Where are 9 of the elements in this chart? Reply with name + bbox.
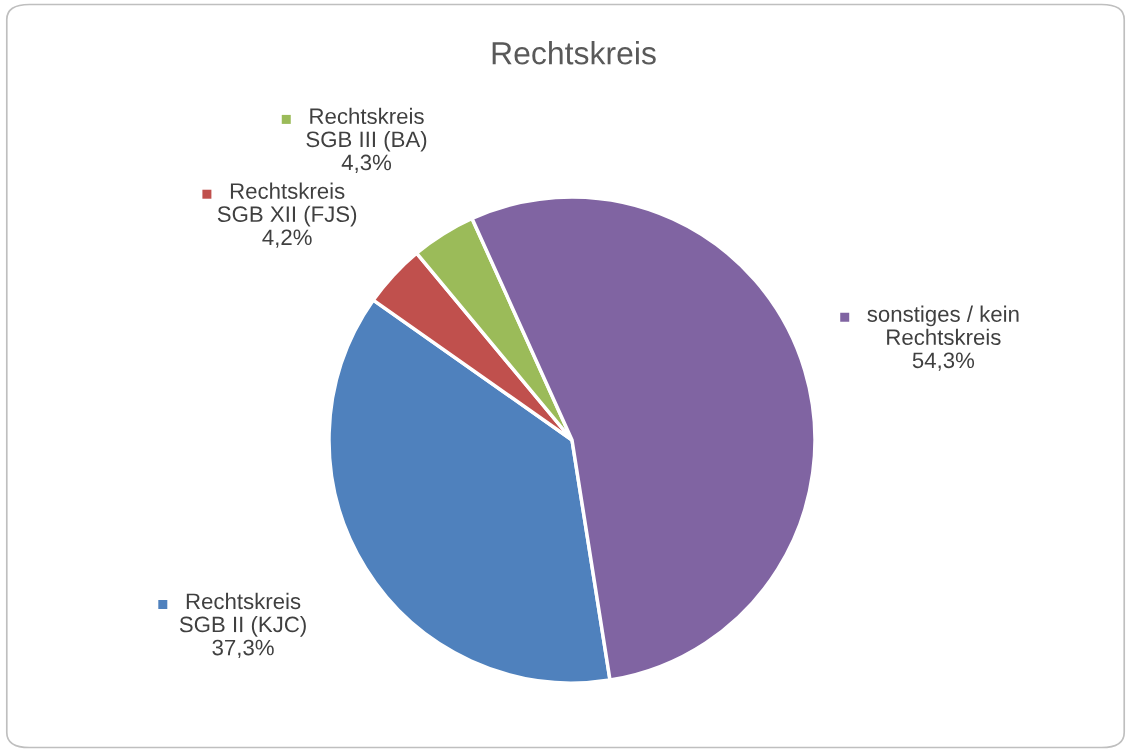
- data-label: 4,2%: [262, 229, 312, 248]
- legend-label: Rechtskreis SGB II (KJC): [179, 592, 306, 637]
- legend-label: Rechtskreis SGB III (BA): [306, 107, 427, 152]
- chart-title: Rechtskreis: [492, 41, 656, 65]
- data-label: 54,3%: [912, 352, 975, 371]
- legend-label: sonstiges / kein Rechtskreis: [867, 305, 1019, 346]
- data-label: 37,3%: [212, 639, 274, 659]
- legend-label: Rechtskreis SGB XII (FJS): [217, 182, 357, 227]
- data-label: 4,3%: [341, 154, 392, 173]
